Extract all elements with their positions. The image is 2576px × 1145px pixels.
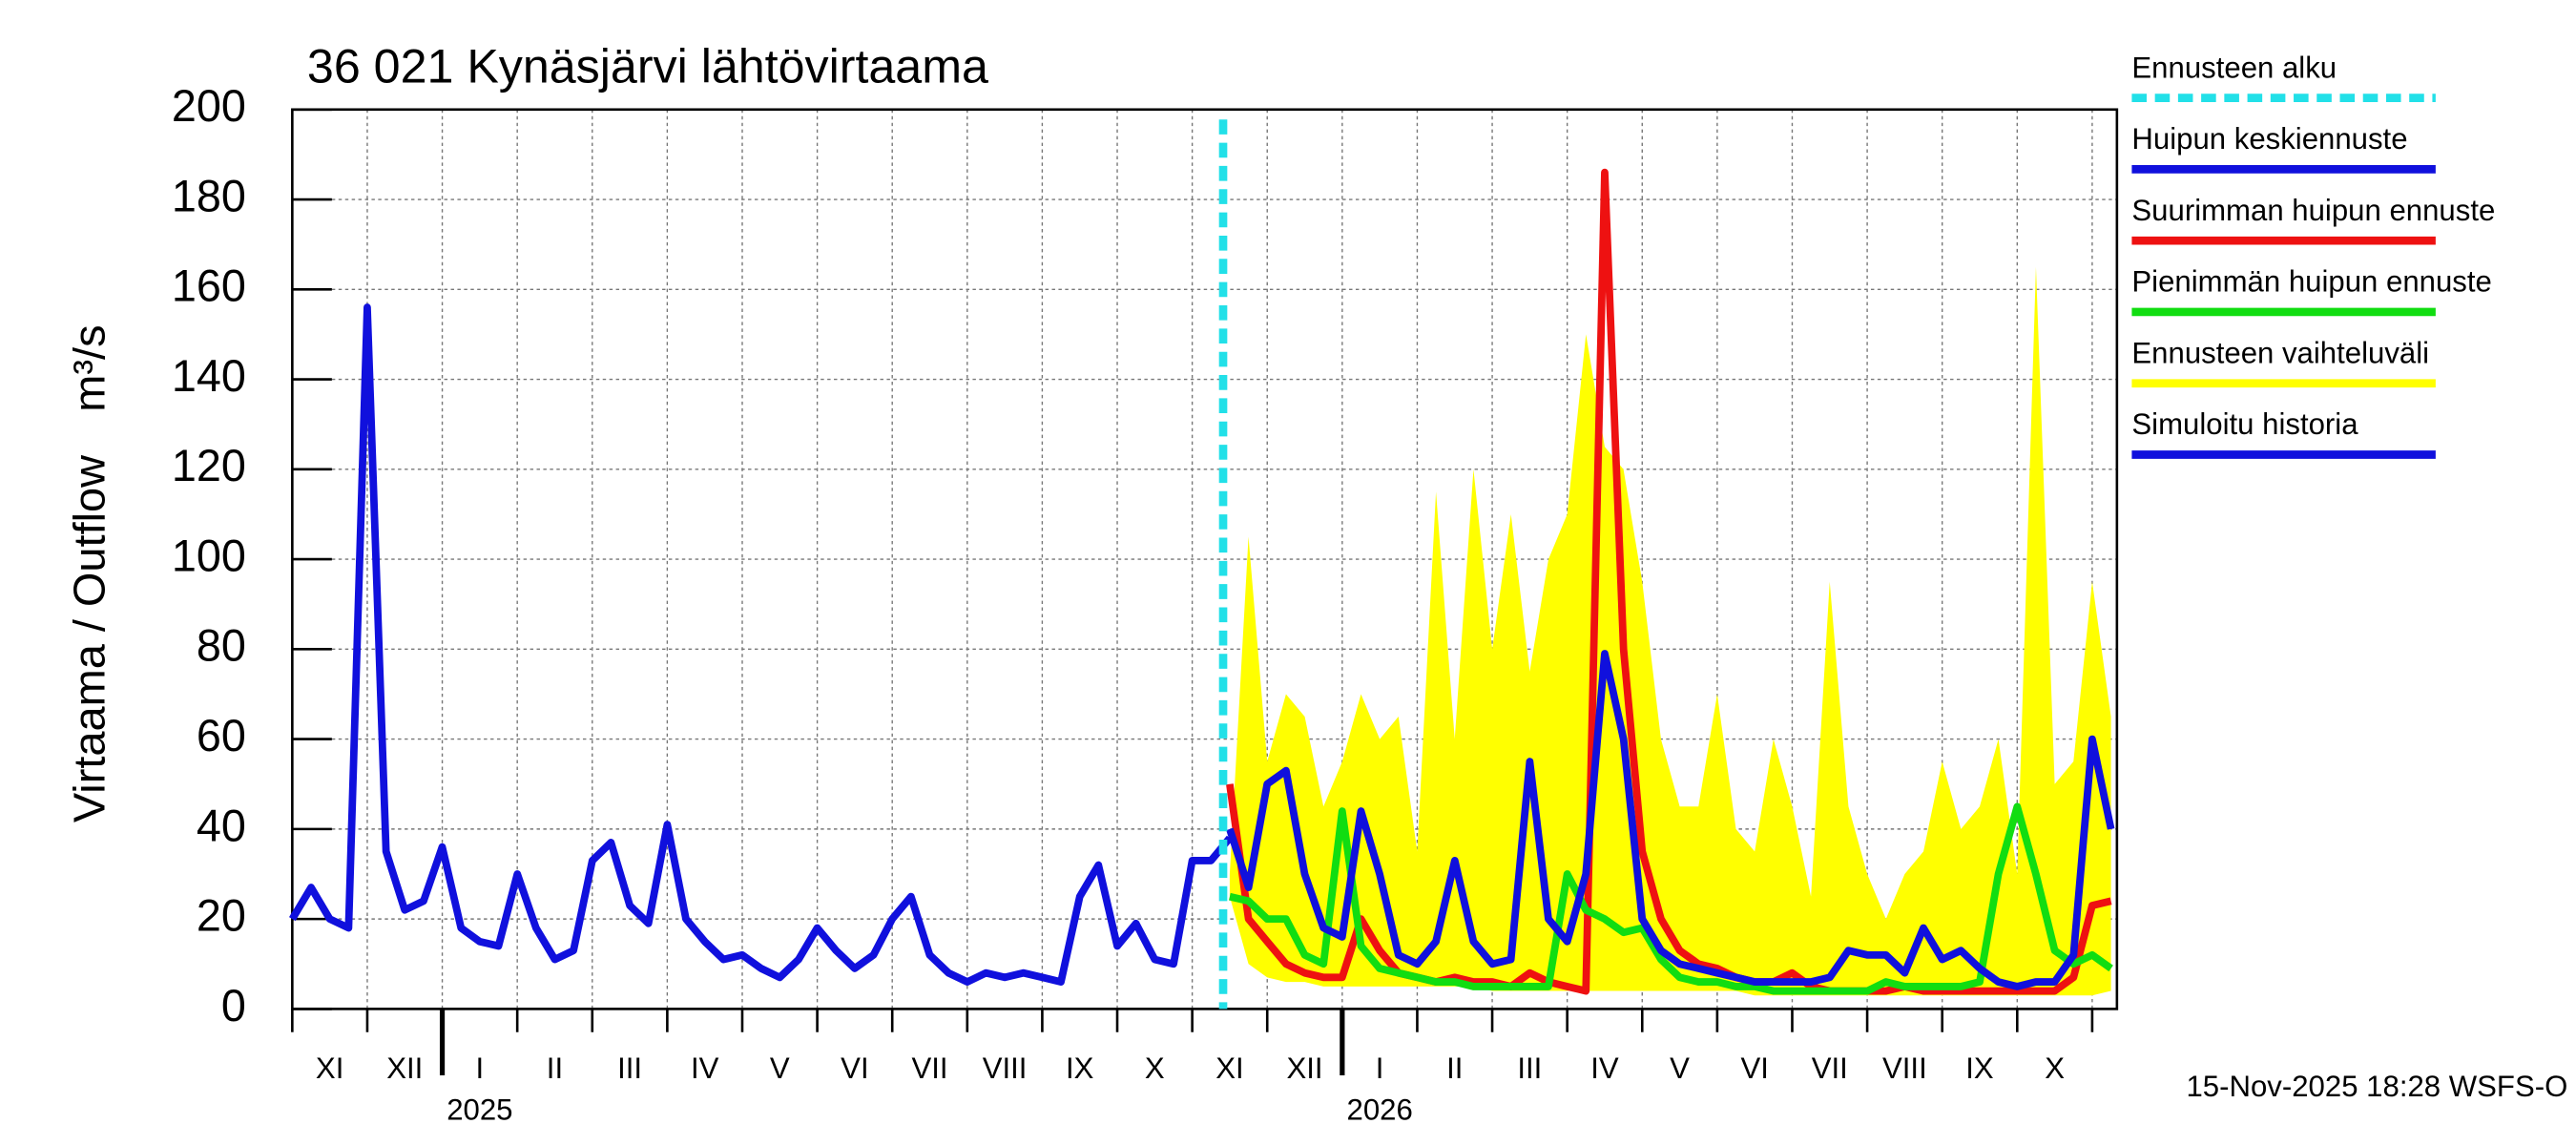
legend-label: Simuloitu historia [2131, 407, 2358, 441]
x-tick-label: XII [386, 1051, 423, 1085]
y-tick-label: 200 [172, 81, 246, 131]
x-tick-label: XII [1286, 1051, 1322, 1085]
x-tick-label: V [770, 1051, 790, 1085]
x-tick-label: I [1376, 1051, 1384, 1085]
y-tick-label: 40 [197, 801, 246, 850]
x-tick-label: IV [691, 1051, 719, 1085]
legend-label: Ennusteen vaihteluväli [2131, 336, 2429, 369]
y-tick-label: 0 [221, 981, 246, 1030]
chart-title: 36 021 Kynäsjärvi lähtövirtaama [307, 38, 988, 93]
legend-label: Suurimman huipun ennuste [2131, 194, 2495, 227]
plot-frame [291, 108, 2119, 1010]
x-tick-label: VII [911, 1051, 947, 1085]
series-line [1226, 168, 2112, 995]
x-tick-label: II [547, 1051, 563, 1085]
series-line [1229, 802, 2113, 995]
y-tick-label: 80 [197, 621, 246, 671]
x-tick-label: VI [1740, 1051, 1768, 1085]
year-label: 2025 [447, 1093, 512, 1126]
legend-label: Ennusteen alku [2131, 51, 2337, 84]
series-line [1226, 650, 2115, 990]
series-line [289, 303, 1233, 986]
y-tick-label: 100 [172, 531, 246, 580]
x-tick-label: IX [1066, 1051, 1094, 1085]
x-tick-label: III [1517, 1051, 1542, 1085]
y-tick-label: 180 [172, 171, 246, 220]
x-tick-label: I [476, 1051, 485, 1085]
x-tick-label: XI [1215, 1051, 1243, 1085]
x-tick-label: IX [1965, 1051, 1994, 1085]
y-tick-label: 60 [197, 711, 246, 760]
x-tick-label: V [1670, 1051, 1690, 1085]
x-tick-label: X [1145, 1051, 1165, 1085]
x-tick-label: II [1446, 1051, 1463, 1085]
x-tick-label: IV [1590, 1051, 1619, 1085]
year-label: 2026 [1347, 1093, 1413, 1126]
y-axis-unit: m³/s [64, 324, 114, 411]
footer-timestamp: 15-Nov-2025 18:28 WSFS-O [2186, 1070, 2567, 1103]
y-tick-label: 20 [197, 890, 246, 940]
range-area [1229, 266, 2111, 996]
y-tick-label: 120 [172, 441, 246, 490]
x-tick-label: VIII [983, 1051, 1028, 1085]
x-tick-label: VIII [1882, 1051, 1927, 1085]
x-tick-label: XI [316, 1051, 343, 1085]
y-axis-label: Virtaama / Outflow [64, 455, 114, 822]
legend-label: Huipun keskiennuste [2131, 122, 2407, 156]
y-tick-label: 140 [172, 351, 246, 401]
x-tick-label: X [2045, 1051, 2065, 1085]
legend-label: Pienimmän huipun ennuste [2131, 265, 2491, 299]
x-tick-label: VII [1812, 1051, 1848, 1085]
x-tick-label: VI [841, 1051, 868, 1085]
y-tick-label: 160 [172, 261, 246, 311]
x-tick-label: III [617, 1051, 642, 1085]
